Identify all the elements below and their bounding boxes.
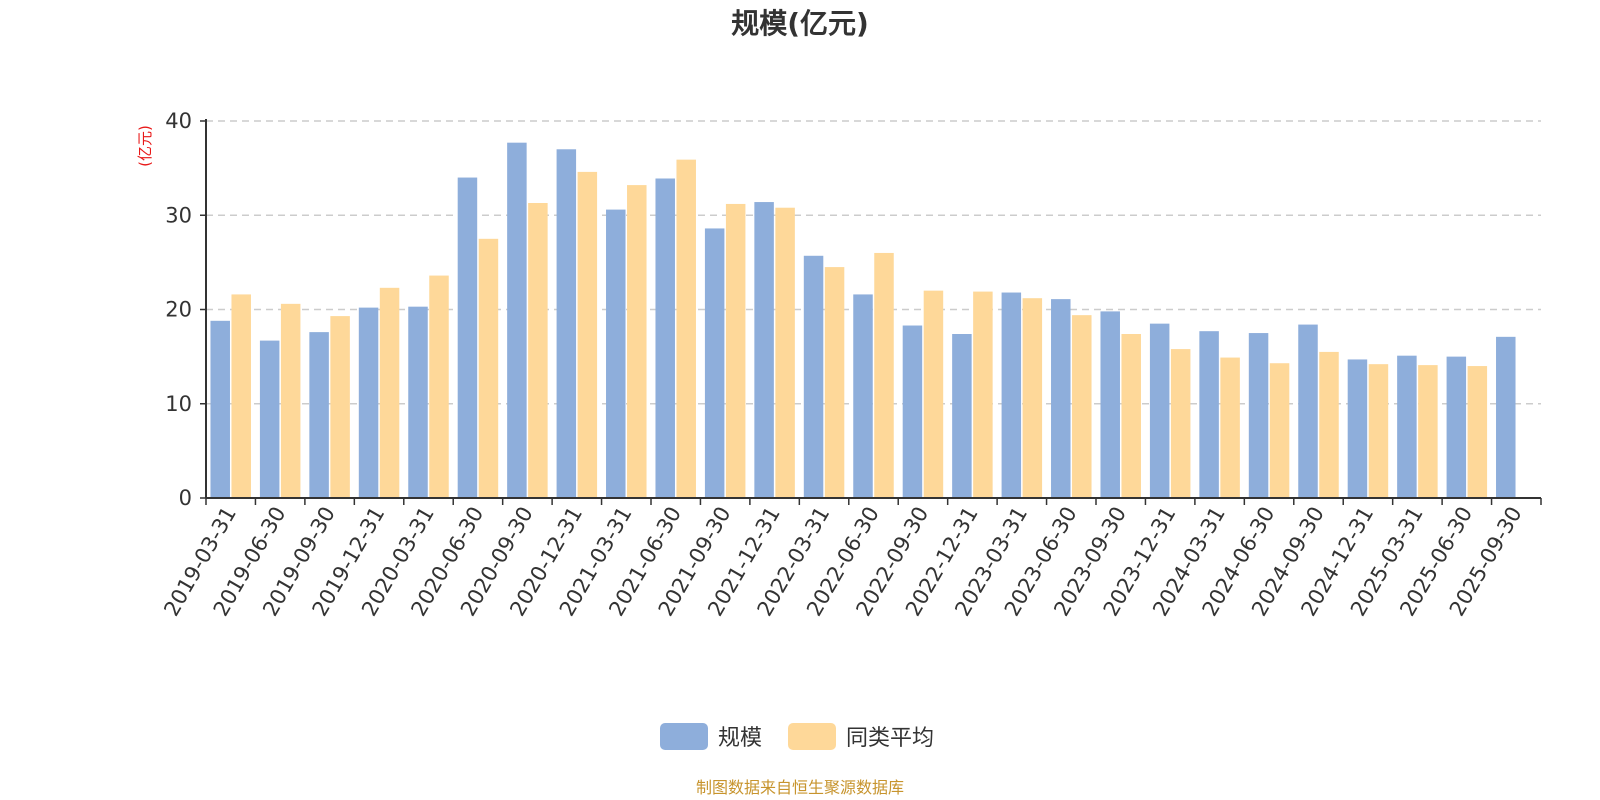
y-axis-ticks: 0 10 20 30 40 xyxy=(165,109,206,510)
bar-category-average-2024-03-31[interactable] xyxy=(1220,357,1240,498)
bar-category-average-2024-06-30[interactable] xyxy=(1269,363,1290,498)
x-axis-ticks: 2019-03-312019-06-302019-09-302019-12-31… xyxy=(159,498,1542,620)
bar-category-average-2022-09-30[interactable] xyxy=(923,290,944,498)
bar-scale-2022-09-30[interactable] xyxy=(902,325,923,498)
bar-scale-2024-03-31[interactable] xyxy=(1199,331,1219,498)
bar-category-average-2021-06-30[interactable] xyxy=(676,159,696,498)
bar-scale-2025-09-30[interactable] xyxy=(1496,336,1516,498)
bar-category-average-2021-12-31[interactable] xyxy=(775,207,795,498)
bars xyxy=(210,142,1516,499)
y-tick-label-20: 20 xyxy=(165,298,192,322)
legend-label-scale[interactable]: 规模 xyxy=(718,726,762,751)
bar-category-average-2024-09-30[interactable] xyxy=(1319,351,1339,498)
y-tick-label-10: 10 xyxy=(165,392,192,416)
legend-swatch-category-average[interactable] xyxy=(788,723,836,750)
bar-scale-2020-12-31[interactable] xyxy=(556,149,577,498)
bar-scale-2023-12-31[interactable] xyxy=(1149,323,1170,498)
bar-category-average-2021-03-31[interactable] xyxy=(627,185,647,498)
legend-label-category-average[interactable]: 同类平均 xyxy=(846,726,934,751)
bar-category-average-2020-09-30[interactable] xyxy=(528,202,548,498)
y-tick-label-40: 40 xyxy=(165,109,192,133)
axes xyxy=(205,119,1541,499)
bar-scale-2024-06-30[interactable] xyxy=(1248,333,1269,498)
bar-scale-2022-03-31[interactable] xyxy=(803,255,824,498)
bar-scale-2022-06-30[interactable] xyxy=(853,294,873,498)
bar-category-average-2023-12-31[interactable] xyxy=(1170,349,1191,498)
bar-category-average-2022-03-31[interactable] xyxy=(824,267,845,498)
legend: 规模 同类平均 xyxy=(660,723,934,751)
bar-scale-2020-09-30[interactable] xyxy=(507,142,527,499)
chart-title: 规模(亿元) xyxy=(731,7,869,40)
bar-category-average-2025-03-31[interactable] xyxy=(1418,365,1438,498)
bar-scale-2025-06-30[interactable] xyxy=(1446,356,1467,498)
bar-scale-2020-03-31[interactable] xyxy=(408,306,428,498)
bar-scale-2020-06-30[interactable] xyxy=(457,177,478,499)
data-source-note: 制图数据来自恒生聚源数据库 xyxy=(696,778,904,797)
bar-scale-2022-12-31[interactable] xyxy=(952,334,972,498)
bar-category-average-2019-09-30[interactable] xyxy=(330,316,350,498)
bar-category-average-2023-09-30[interactable] xyxy=(1121,334,1141,498)
bar-scale-2019-03-31[interactable] xyxy=(210,320,230,498)
bar-scale-2023-03-31[interactable] xyxy=(1001,292,1022,498)
legend-swatch-scale[interactable] xyxy=(660,723,708,750)
bar-scale-2024-12-31[interactable] xyxy=(1347,359,1368,498)
bar-scale-2021-09-30[interactable] xyxy=(704,228,725,498)
y-tick-label-0: 0 xyxy=(179,486,192,510)
y-axis-unit-label: (亿元) xyxy=(136,125,154,167)
bar-scale-2023-06-30[interactable] xyxy=(1051,299,1071,498)
bar-category-average-2020-12-31[interactable] xyxy=(577,171,598,498)
bar-category-average-2025-06-30[interactable] xyxy=(1467,366,1488,498)
bar-category-average-2022-12-31[interactable] xyxy=(973,291,993,498)
bar-category-average-2019-12-31[interactable] xyxy=(379,287,400,498)
bar-scale-2024-09-30[interactable] xyxy=(1298,324,1318,498)
bar-scale-2021-12-31[interactable] xyxy=(754,202,774,498)
bar-scale-2019-12-31[interactable] xyxy=(358,307,379,498)
bar-scale-2019-06-30[interactable] xyxy=(259,340,280,498)
bar-category-average-2021-09-30[interactable] xyxy=(725,203,746,498)
bar-category-average-2022-06-30[interactable] xyxy=(874,252,894,498)
bar-scale-2021-06-30[interactable] xyxy=(655,178,675,498)
bar-scale-2025-03-31[interactable] xyxy=(1397,355,1417,498)
grid-lines xyxy=(206,120,1541,405)
bar-category-average-2024-12-31[interactable] xyxy=(1368,364,1389,498)
bar-category-average-2020-03-31[interactable] xyxy=(429,275,449,498)
bar-category-average-2020-06-30[interactable] xyxy=(478,238,499,498)
bar-scale-2021-03-31[interactable] xyxy=(606,209,626,498)
y-tick-label-30: 30 xyxy=(165,203,192,227)
bar-category-average-2023-03-31[interactable] xyxy=(1022,298,1043,498)
bar-category-average-2019-03-31[interactable] xyxy=(231,294,251,498)
bar-category-average-2023-06-30[interactable] xyxy=(1072,315,1092,498)
bar-category-average-2019-06-30[interactable] xyxy=(280,303,301,498)
bar-scale-2023-09-30[interactable] xyxy=(1100,311,1120,498)
bar-scale-2019-09-30[interactable] xyxy=(309,332,329,498)
